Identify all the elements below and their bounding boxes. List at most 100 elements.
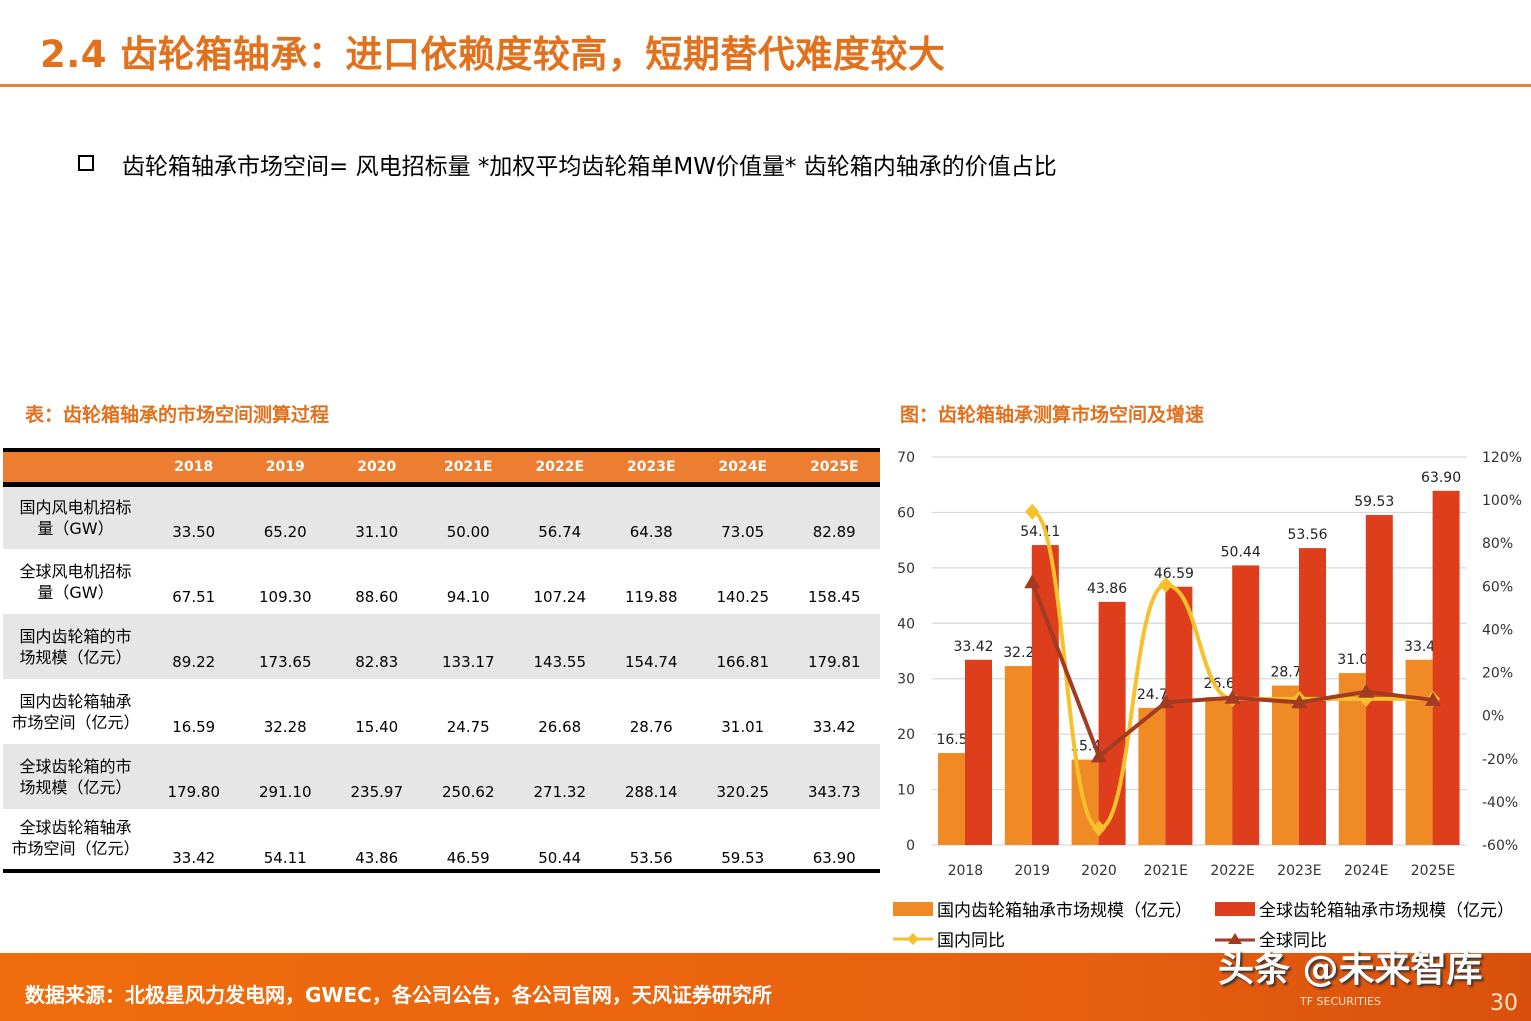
table-cell: 50.00 [446,523,490,541]
square-bullet-icon [78,155,94,171]
table-cell: 67.51 [172,588,216,606]
column-header: 2023E [626,458,676,475]
table-cell: 16.59 [172,718,216,736]
x-tick-label: 2024E [1344,863,1388,879]
table-row: 全球齿轮箱的市 场规模（亿元） 179.80 291.10 235.97 250.62 27… [3,744,880,809]
table-cell: 43.86 [355,849,399,867]
y-right-tick-label: 80% [1482,536,1513,552]
source-note: 数据来源：北极星风力发电网，GWEC，各公司公告，各公司官网，天风证券研究所 [25,983,772,1007]
table-cell: 291.10 [259,783,312,801]
y-left-tick-label: 10 [897,783,915,799]
column-header: 2018 [174,458,214,475]
legend-swatch [893,901,933,916]
table-row: 国内风电机招标 量（GW） 33.50 65.20 31.10 50.00 56.74 64.… [3,484,880,549]
x-tick-label: 2018 [948,863,984,879]
table-cell: 15.40 [355,718,399,736]
global-bar [1232,565,1260,845]
bar-data-label: 63.90 [1421,470,1461,486]
diamond-marker [1158,576,1173,593]
domestic-bar [1272,685,1299,845]
y-right-tick-label: -40% [1482,795,1518,811]
bar-data-label: 59.53 [1354,494,1394,510]
table-cell: 158.45 [808,588,861,606]
y-left-tick-label: 50 [897,561,915,577]
triangle-marker [1224,689,1241,704]
table-caption: 表：齿轮箱轴承的市场空间测算过程 [25,404,330,426]
triangle-marker [1091,748,1107,763]
domestic-bar [938,753,965,845]
table-row: 国内齿轮箱的市 场规模（亿元） 89.22 173.65 82.83 133.17 143.… [3,614,880,679]
legend-label: 全球齿轮箱轴承市场规模（亿元） [1259,901,1514,921]
table-cell: 31.10 [355,523,399,541]
y-left-tick-label: 30 [897,672,915,688]
legend-item-global-yoy: 全球同比 [1215,926,1327,951]
domestic-bar [1004,666,1032,845]
table-cell: 59.53 [721,849,765,867]
bar-data-label: 43.86 [1087,581,1127,597]
table-cell: 32.28 [263,718,307,736]
y-right-tick-label: -20% [1482,752,1518,768]
table-row: 全球风电机招标 量（GW） 67.51 109.30 88.60 94.10 107.24 1… [3,549,880,614]
table-header-row: 2018 2019 2020 2021E 2022E 2023E 2024E 2025E [3,450,880,484]
table-cell: 73.05 [721,523,765,541]
table-cell: 143.55 [533,653,587,671]
bar-data-label: 33.42 [953,639,993,655]
y-left-tick-label: 40 [897,616,915,632]
table-cell: 50.44 [538,849,582,867]
row-label-line: 市场空间（亿元） [11,839,140,858]
domestic-bar [1138,707,1166,845]
domestic-yoy-line [1031,509,1433,831]
table-cell: 179.80 [167,783,221,801]
legend-label: 全球同比 [1259,931,1327,951]
watermark: 头条 @未来智库 [1218,949,1483,990]
bar-data-label: 53.56 [1287,527,1327,543]
footer-band [0,953,1531,1021]
table-cell: 343.73 [808,783,861,801]
table-cell: 54.11 [263,849,307,867]
column-header: 2019 [265,458,305,475]
table-cell: 235.97 [350,783,404,801]
y-right-tick-label: 100% [1482,493,1522,509]
x-tick-label: 2020 [1081,863,1117,879]
y-left-tick-label: 60 [897,505,915,521]
table-cell: 94.10 [446,588,490,606]
triangle-marker [1358,683,1375,698]
page-title: 2.4 齿轮箱轴承：进口依赖度较高，短期替代难度较大 [40,33,946,76]
global-bar [1432,490,1460,845]
table-cell: 109.30 [259,588,312,606]
table-cell: 33.50 [172,523,216,541]
table-row: 全球齿轮箱轴承 市场空间（亿元） 33.42 54.11 43.86 46.59 50.44… [3,809,880,871]
tf-securities-logo: TF SECURITIES [1300,995,1381,1008]
column-header: 2021E [443,458,493,475]
table-cell: 166.81 [716,653,770,671]
column-header: 2024E [718,458,768,475]
table-cell: 65.20 [263,523,307,541]
x-tick-label: 2025E [1411,863,1455,879]
bar-data-label: 50.44 [1221,544,1261,560]
table-cell: 26.68 [538,718,582,736]
table-cell: 33.42 [812,718,856,736]
row-label-line: 全球齿轮箱的市 [19,756,132,776]
legend-item-domestic-yoy: 国内同比 [893,926,1005,951]
y-right-tick-label: 0% [1482,709,1504,725]
legend-label: 国内同比 [937,931,1005,951]
row-label-line: 国内齿轮箱轴承 [19,691,132,711]
market-chart: 0 10 20 30 40 50 60 70 -60% -40% -20% 0% 20% 40% 60% 80… [897,450,1522,879]
formula-text: 齿轮箱轴承市场空间= 风电招标量 *加权平均齿轮箱单MW价值量* 齿轮箱内轴承的… [122,154,1057,180]
table-cell: 179.81 [808,653,861,671]
legend-swatch [1215,901,1255,916]
y-right-tick-label: 120% [1482,450,1522,466]
row-label-line: 场规模（亿元） [19,647,132,667]
market-table: 2018 2019 2020 2021E 2022E 2023E 2024E 2025E 国内… [3,448,880,873]
table-cell: 24.75 [446,718,490,736]
table-cell: 64.38 [629,523,673,541]
row-label: 国内齿轮箱轴承 市场空间（亿元） [3,679,148,744]
table-cell: 53.56 [629,849,673,867]
table-cell: 154.74 [625,653,678,671]
table-cell: 82.89 [812,523,856,541]
legend-triangle-line-icon [1215,932,1255,944]
column-header [3,450,148,484]
domestic-bar [1338,673,1366,845]
y-left-tick-label: 0 [906,838,915,854]
triangle-marker [1425,691,1441,706]
